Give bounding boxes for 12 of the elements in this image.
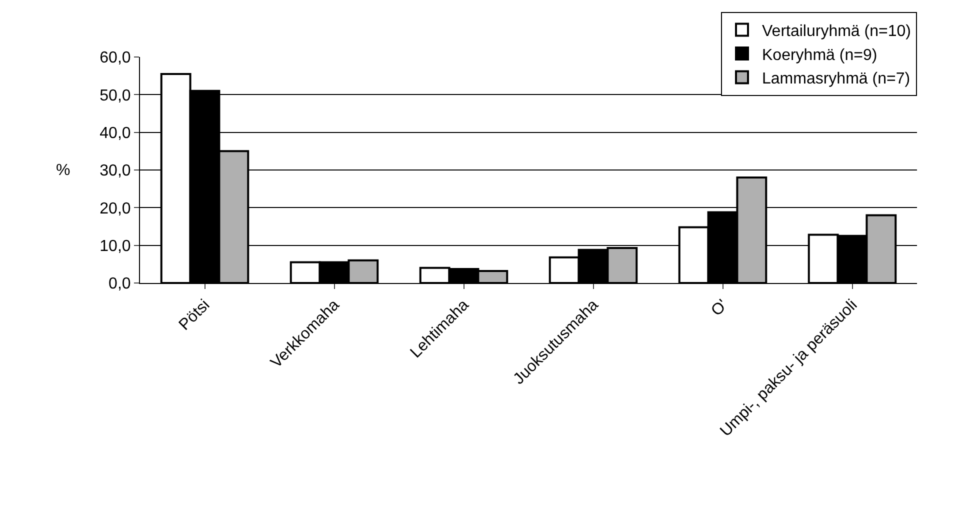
legend-label: Koeryhmä (n=9) [762, 46, 878, 64]
y-tick-label: 0,0 [108, 276, 131, 293]
x-tick-label: O' [708, 296, 732, 320]
y-axis-title: % [56, 162, 70, 179]
y-tick-label: 50,0 [100, 87, 131, 104]
y-tick-label: 10,0 [100, 238, 131, 255]
y-tick-label: 60,0 [100, 50, 131, 67]
y-tick-label: 30,0 [100, 162, 131, 180]
legend-label: Lammasryhmä (n=7) [762, 70, 910, 88]
y-tick-label: 40,0 [100, 124, 131, 142]
y-tick-label: 20,0 [100, 200, 131, 218]
legend-label: Vertailuryhmä (n=10) [762, 22, 911, 40]
